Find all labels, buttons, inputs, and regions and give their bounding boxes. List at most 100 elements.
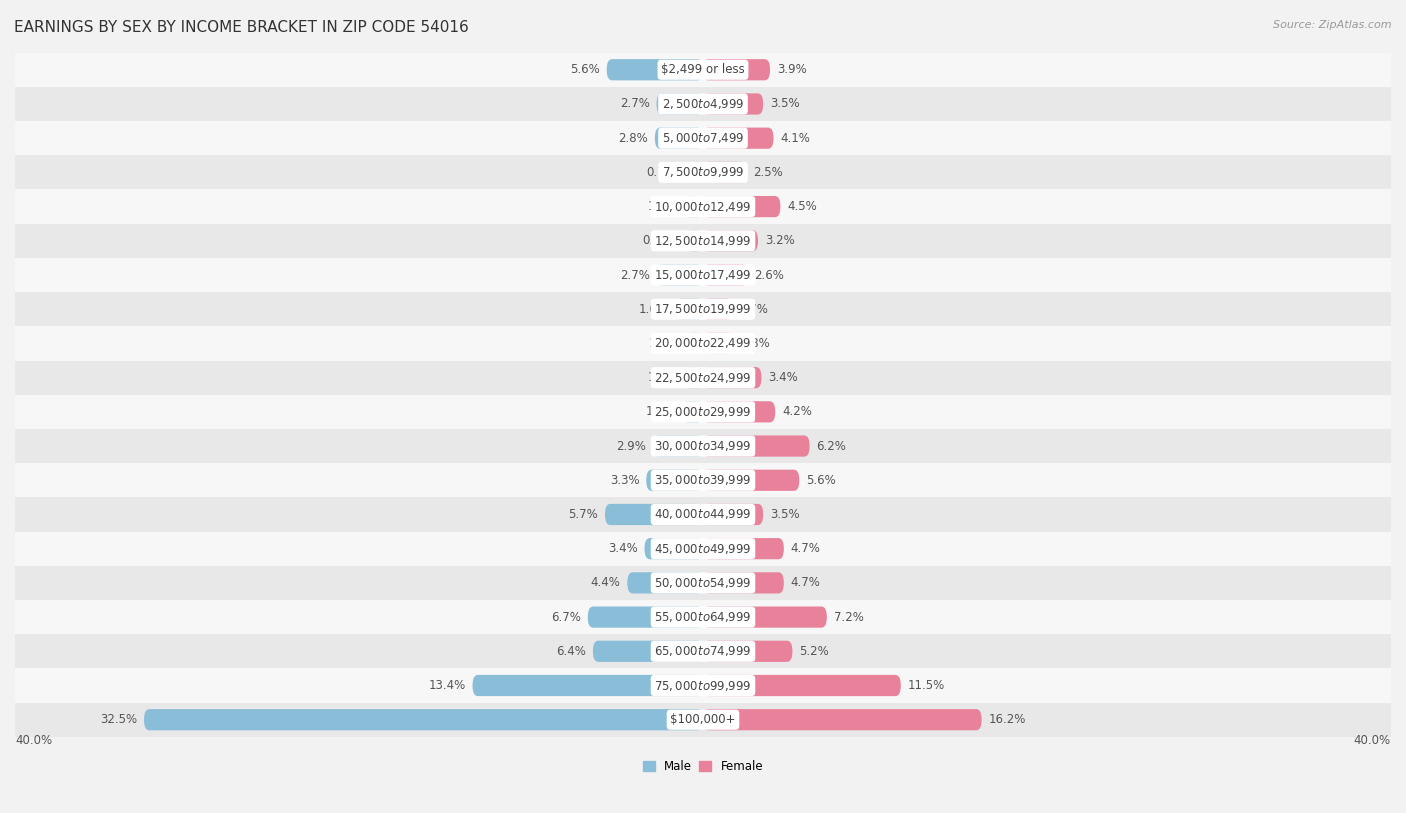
FancyBboxPatch shape [605,504,703,525]
Text: 3.2%: 3.2% [765,234,794,247]
FancyBboxPatch shape [703,572,783,593]
Text: $2,499 or less: $2,499 or less [661,63,745,76]
Text: 2.6%: 2.6% [755,268,785,281]
Bar [15,463,1391,498]
Bar [15,155,1391,189]
FancyBboxPatch shape [686,333,703,354]
Text: $55,000 to $64,999: $55,000 to $64,999 [654,610,752,624]
Text: $22,500 to $24,999: $22,500 to $24,999 [654,371,752,385]
Text: 1.8%: 1.8% [741,337,770,350]
FancyBboxPatch shape [703,436,810,457]
Text: 4.1%: 4.1% [780,132,810,145]
Text: $10,000 to $12,499: $10,000 to $12,499 [654,199,752,214]
Text: 1.7%: 1.7% [740,302,769,315]
Text: $12,500 to $14,999: $12,500 to $14,999 [654,234,752,248]
Text: 2.7%: 2.7% [620,268,650,281]
Text: 3.4%: 3.4% [607,542,638,555]
Text: 3.3%: 3.3% [610,474,640,487]
Text: 3.9%: 3.9% [778,63,807,76]
Text: 3.5%: 3.5% [770,98,800,111]
FancyBboxPatch shape [703,298,733,320]
Text: 2.8%: 2.8% [619,132,648,145]
Text: 11.5%: 11.5% [908,679,945,692]
Bar [15,360,1391,395]
Text: 5.7%: 5.7% [568,508,598,521]
Text: 6.2%: 6.2% [817,440,846,453]
Text: 40.0%: 40.0% [1354,734,1391,747]
FancyBboxPatch shape [703,675,901,696]
FancyBboxPatch shape [685,196,703,217]
FancyBboxPatch shape [703,606,827,628]
Bar [15,600,1391,634]
Text: 1.6%: 1.6% [638,302,669,315]
Text: 7.2%: 7.2% [834,611,863,624]
Text: 6.7%: 6.7% [551,611,581,624]
Bar [15,702,1391,737]
Text: $17,500 to $19,999: $17,500 to $19,999 [654,302,752,316]
Bar [15,189,1391,224]
FancyBboxPatch shape [588,606,703,628]
FancyBboxPatch shape [703,59,770,80]
Text: 1.0%: 1.0% [650,337,679,350]
Text: $2,500 to $4,999: $2,500 to $4,999 [662,97,744,111]
Text: $5,000 to $7,499: $5,000 to $7,499 [662,131,744,146]
Text: 5.6%: 5.6% [806,474,837,487]
Text: 5.2%: 5.2% [800,645,830,658]
FancyBboxPatch shape [686,230,703,251]
Text: 5.6%: 5.6% [569,63,600,76]
FancyBboxPatch shape [703,402,775,423]
Text: 6.4%: 6.4% [557,645,586,658]
Bar [15,668,1391,702]
Text: $20,000 to $22,499: $20,000 to $22,499 [654,337,752,350]
Text: 4.7%: 4.7% [790,542,821,555]
Bar [15,532,1391,566]
FancyBboxPatch shape [703,230,758,251]
Text: 16.2%: 16.2% [988,713,1026,726]
Text: $7,500 to $9,999: $7,500 to $9,999 [662,165,744,180]
Text: 3.4%: 3.4% [768,371,799,384]
Bar [15,87,1391,121]
Text: 32.5%: 32.5% [100,713,138,726]
FancyBboxPatch shape [703,538,783,559]
Bar [15,634,1391,668]
FancyBboxPatch shape [472,675,703,696]
Text: 2.7%: 2.7% [620,98,650,111]
FancyBboxPatch shape [703,333,734,354]
FancyBboxPatch shape [703,128,773,149]
Text: 4.7%: 4.7% [790,576,821,589]
FancyBboxPatch shape [703,641,793,662]
FancyBboxPatch shape [657,264,703,285]
Text: 1.1%: 1.1% [647,371,678,384]
Text: $35,000 to $39,999: $35,000 to $39,999 [654,473,752,487]
Text: EARNINGS BY SEX BY INCOME BRACKET IN ZIP CODE 54016: EARNINGS BY SEX BY INCOME BRACKET IN ZIP… [14,20,468,35]
Text: $45,000 to $49,999: $45,000 to $49,999 [654,541,752,555]
FancyBboxPatch shape [703,196,780,217]
FancyBboxPatch shape [682,402,703,423]
FancyBboxPatch shape [703,709,981,730]
FancyBboxPatch shape [655,128,703,149]
Text: 2.5%: 2.5% [752,166,783,179]
FancyBboxPatch shape [143,709,703,730]
FancyBboxPatch shape [703,162,747,183]
Bar [15,566,1391,600]
Bar [15,121,1391,155]
Text: 4.4%: 4.4% [591,576,620,589]
Text: 40.0%: 40.0% [15,734,52,747]
FancyBboxPatch shape [593,641,703,662]
FancyBboxPatch shape [606,59,703,80]
Text: 13.4%: 13.4% [429,679,465,692]
Text: 3.5%: 3.5% [770,508,800,521]
FancyBboxPatch shape [627,572,703,593]
Text: Source: ZipAtlas.com: Source: ZipAtlas.com [1274,20,1392,30]
Text: $25,000 to $29,999: $25,000 to $29,999 [654,405,752,419]
Bar [15,498,1391,532]
Text: $50,000 to $54,999: $50,000 to $54,999 [654,576,752,590]
Bar [15,326,1391,360]
Text: $15,000 to $17,499: $15,000 to $17,499 [654,268,752,282]
Text: $100,000+: $100,000+ [671,713,735,726]
FancyBboxPatch shape [647,470,703,491]
FancyBboxPatch shape [703,93,763,115]
Text: 1.1%: 1.1% [647,200,678,213]
Bar [15,224,1391,258]
Bar [15,395,1391,429]
